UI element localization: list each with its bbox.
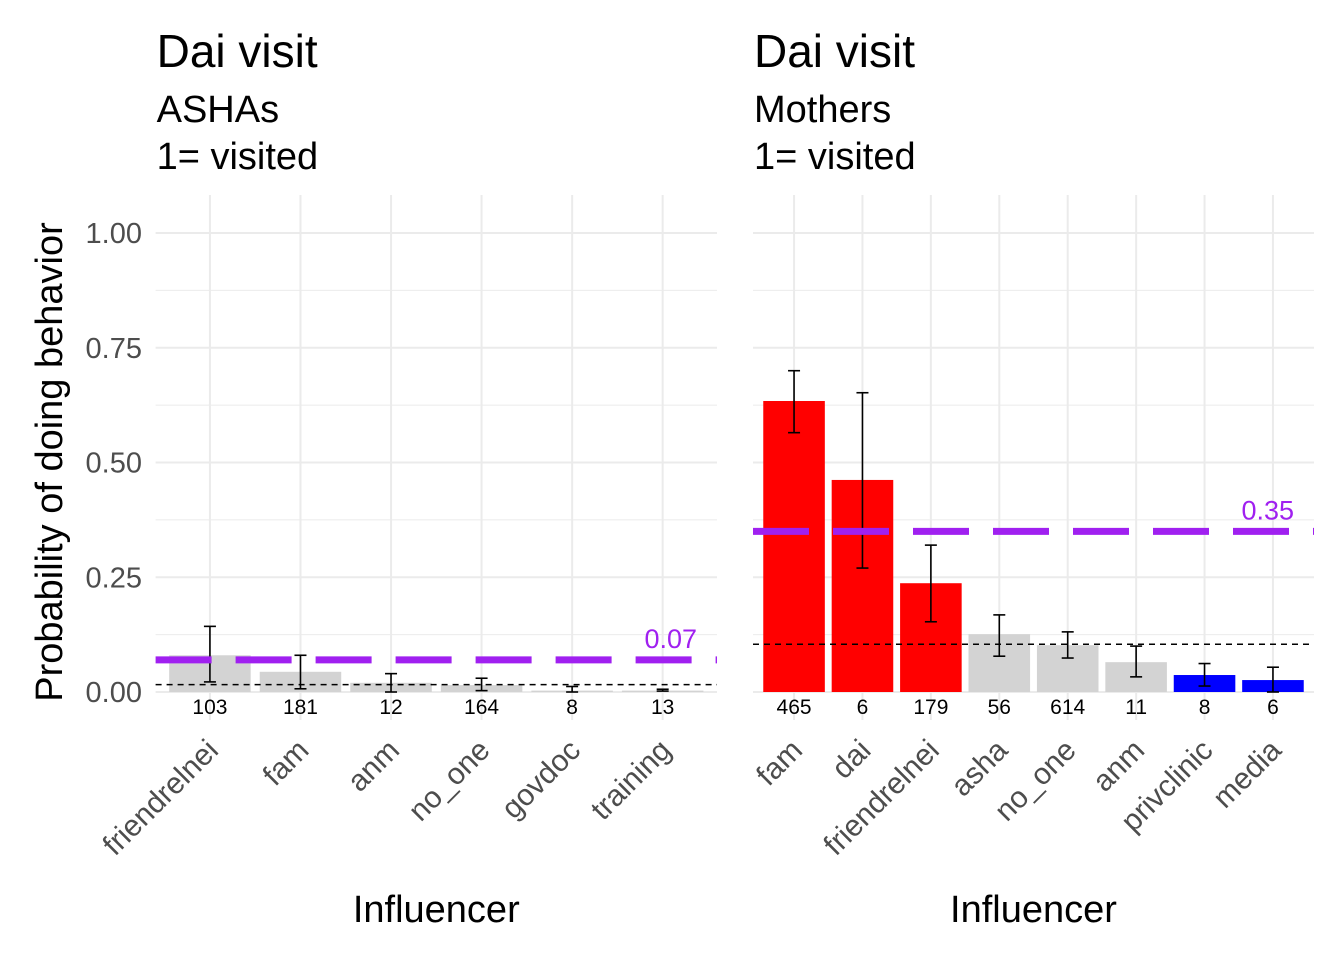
count-label: 8 <box>1199 696 1211 719</box>
x-axis-title: Influencer <box>353 889 520 931</box>
error-bar-govdoc <box>566 685 579 693</box>
error-bar-anm <box>385 672 398 693</box>
x-tick-label-friendrelnei: friendrelnei <box>97 734 225 862</box>
x-tick-label-dai: dai <box>826 734 878 786</box>
count-label: 11 <box>1125 696 1147 719</box>
error-bar-friendrelnei <box>203 625 216 683</box>
error-bar-no_one <box>475 677 488 692</box>
x-tick-label-training: training <box>585 734 678 827</box>
count-label: 12 <box>379 696 402 719</box>
panel-title: Dai visit <box>754 25 915 77</box>
x-tick-label-media: media <box>1207 733 1288 814</box>
count-label: 181 <box>283 696 318 719</box>
y-tick-label: 0.75 <box>86 333 142 365</box>
count-label: 103 <box>192 696 227 719</box>
x-tick-label-anm: anm <box>341 734 406 799</box>
reference-label: 0.07 <box>644 624 697 654</box>
panel-subtitle: Mothers <box>754 89 891 131</box>
x-tick-label-no_one: no_one <box>402 734 496 828</box>
y-tick-label: 0.25 <box>86 562 142 594</box>
y-axis-title: Probability of doing behavior <box>29 222 71 702</box>
count-label: 179 <box>913 696 948 719</box>
x-tick-label-govdoc: govdoc <box>495 734 587 826</box>
count-label: 465 <box>777 696 812 719</box>
reference-label: 0.35 <box>1241 495 1294 525</box>
y-tick-label: 1.00 <box>86 218 142 250</box>
count-label: 8 <box>566 696 578 719</box>
y-tick-label: 0.50 <box>86 448 142 480</box>
x-axis-title: Influencer <box>950 889 1117 931</box>
count-label: 56 <box>988 696 1011 719</box>
count-label: 614 <box>1050 696 1085 719</box>
y-tick-label: 0.00 <box>86 677 142 709</box>
count-label: 13 <box>651 696 674 719</box>
error-bar-media <box>1266 666 1279 693</box>
error-bar-no_one <box>1061 631 1074 659</box>
x-tick-label-fam: fam <box>257 734 316 793</box>
count-label: 6 <box>1267 696 1279 719</box>
bar-fam <box>763 400 825 692</box>
error-bar-privclinic <box>1198 662 1211 687</box>
panel-subtitle: 1= visited <box>754 136 916 178</box>
error-bar-friendrelnei <box>924 544 937 623</box>
count-label: 164 <box>464 696 499 719</box>
error-bar-fam <box>788 369 801 434</box>
count-label: 6 <box>857 696 869 719</box>
error-bar-anm <box>1130 645 1143 678</box>
error-bar-asha <box>993 614 1006 657</box>
panel-1: 0.00 0.25 0.50 0.75 1.00 0.07 103 181 12 164 8 13 fr… <box>86 25 717 931</box>
panel-subtitle: 1= visited <box>157 136 319 178</box>
panel-title: Dai visit <box>157 25 318 77</box>
x-tick-label-fam: fam <box>750 734 809 793</box>
error-bar-training <box>656 688 669 692</box>
error-bar-dai <box>856 391 869 569</box>
panel-subtitle: ASHAs <box>157 89 279 131</box>
error-bar-fam <box>294 654 307 690</box>
